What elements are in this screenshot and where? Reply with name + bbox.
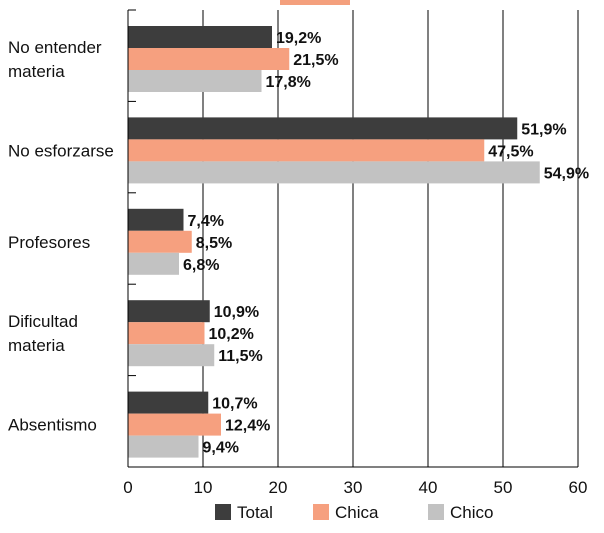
- bars: [128, 26, 540, 458]
- data-label: 21,5%: [293, 52, 338, 69]
- value-labels: 19,2% 21,5% 17,8% 51,9% 47,5% 54,9% 7,4% 8,5% 6,…: [183, 30, 589, 457]
- data-label: 51,9%: [521, 121, 566, 138]
- data-label: 9,4%: [203, 440, 239, 457]
- category-label: Absentismo: [8, 416, 97, 435]
- legend-swatch-chica: [313, 504, 329, 520]
- x-tick-label: 10: [194, 478, 213, 497]
- legend: Total Chica Chico: [215, 503, 493, 522]
- bar-chico: [128, 344, 215, 367]
- data-label: 47,5%: [488, 143, 533, 160]
- legend-label: Chica: [335, 503, 379, 522]
- data-label: 7,4%: [188, 213, 224, 230]
- legend-label: Chico: [450, 503, 493, 522]
- legend-swatch-chico: [428, 504, 444, 520]
- gridlines: [202, 10, 579, 467]
- top-decoration: [280, 0, 350, 5]
- bar-chico: [128, 161, 540, 184]
- x-tick-label: 60: [569, 478, 588, 497]
- x-tick-label: 0: [123, 478, 132, 497]
- category-label: No esforzarse: [8, 141, 114, 160]
- bar-total: [128, 26, 272, 48]
- legend-swatch-total: [215, 504, 231, 520]
- bar-chica: [128, 322, 205, 345]
- data-label: 54,9%: [544, 165, 589, 182]
- category-label: materia: [8, 336, 65, 355]
- bar-chica: [128, 48, 290, 70]
- data-label: 17,8%: [266, 74, 311, 91]
- bar-total: [128, 391, 209, 414]
- x-tick-label: 30: [344, 478, 363, 497]
- data-label: 11,5%: [218, 348, 262, 365]
- bar-chico: [128, 252, 179, 275]
- data-label: 12,4%: [225, 418, 270, 435]
- data-label: 10,9%: [214, 304, 259, 321]
- category-label: materia: [8, 62, 65, 81]
- data-label: 10,7%: [212, 396, 257, 413]
- bar-chico: [128, 70, 262, 92]
- data-label: 10,2%: [209, 326, 254, 343]
- bar-chico: [128, 435, 199, 458]
- category-labels: No entender materia No esforzarse Profesore…: [8, 38, 114, 435]
- legend-label: Total: [237, 503, 273, 522]
- x-tick-label: 20: [269, 478, 288, 497]
- x-tick-label: 50: [494, 478, 513, 497]
- category-label: No entender: [8, 38, 102, 57]
- bar-total: [128, 117, 518, 140]
- data-label: 6,8%: [183, 257, 219, 274]
- x-tick-label: 40: [419, 478, 438, 497]
- category-label: Profesores: [8, 233, 90, 252]
- category-label: Dificultad: [8, 312, 78, 331]
- bar-total: [128, 300, 210, 323]
- axes: 0 10 20 30 40 50 60: [123, 9, 588, 497]
- data-label: 19,2%: [276, 30, 321, 47]
- bar-chica: [128, 139, 485, 162]
- bar-total: [128, 208, 184, 231]
- bar-chica: [128, 413, 221, 436]
- bar-chica: [128, 230, 192, 253]
- data-label: 8,5%: [196, 235, 232, 252]
